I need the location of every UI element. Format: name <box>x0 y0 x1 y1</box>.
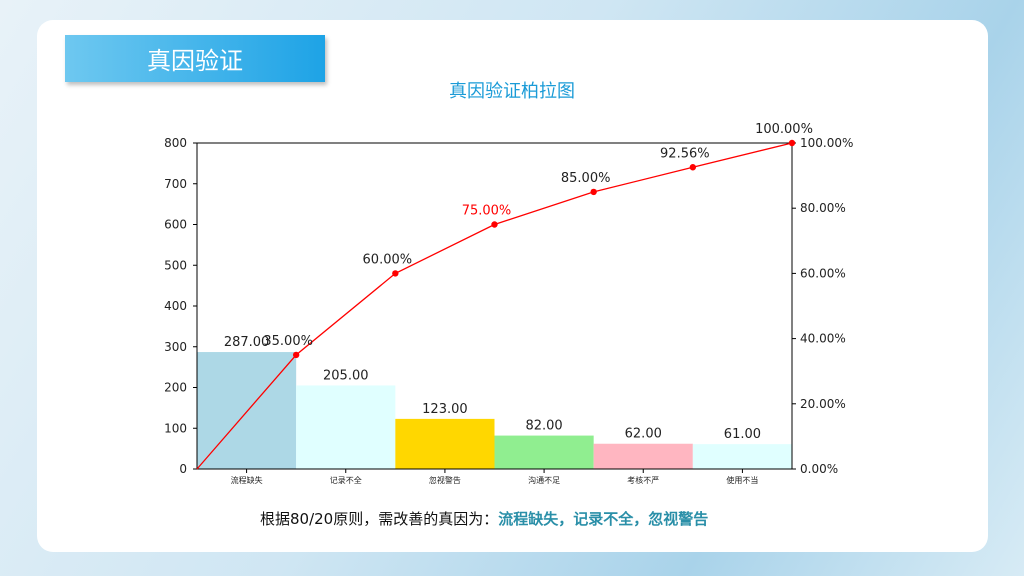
y-tick-label: 0 <box>179 462 187 476</box>
cumulative-point <box>788 139 796 147</box>
bar-value-label: 61.00 <box>724 427 761 442</box>
cumulative-point <box>392 270 399 277</box>
cumulative-point <box>292 351 300 359</box>
cumulative-point <box>491 221 498 228</box>
bar <box>395 418 495 469</box>
bar-value-label: 287.00 <box>224 335 270 350</box>
x-tick-label: 使用不当 <box>726 475 758 485</box>
x-tick-label: 记录不全 <box>330 475 362 485</box>
y-tick-label: 400 <box>164 299 187 313</box>
bar <box>296 385 396 469</box>
y-tick-label: 100 <box>164 421 187 435</box>
section-title: 真因验证 <box>147 47 243 75</box>
x-tick-label: 沟通不足 <box>528 475 560 485</box>
x-tick-label: 忽视警告 <box>429 475 461 485</box>
chart-title: 真因验证柏拉图 <box>449 81 575 102</box>
bar-value-label: 82.00 <box>525 419 562 434</box>
bar-value-label: 205.00 <box>323 368 369 383</box>
bar-value-label: 123.00 <box>422 402 468 417</box>
bar <box>692 444 792 469</box>
cumulative-label: 92.56% <box>660 146 710 161</box>
cumulative-label: 75.00% <box>462 204 512 219</box>
y2-tick-label: 20.00% <box>800 397 846 411</box>
y-tick-label: 600 <box>164 218 187 232</box>
y-tick-label: 800 <box>164 136 187 150</box>
cumulative-label: 35.00% <box>263 334 313 349</box>
bar <box>593 443 693 469</box>
x-tick-label: 流程缺失 <box>231 475 263 485</box>
cumulative-label: 100.00% <box>755 122 813 137</box>
cumulative-label: 60.00% <box>363 252 413 267</box>
cumulative-point <box>689 164 697 171</box>
y2-tick-label: 0.00% <box>800 462 838 476</box>
bar-value-label: 62.00 <box>625 427 662 442</box>
y2-tick-label: 100.00% <box>800 136 853 150</box>
conclusion-prefix: 根据80/20原则，需改善的真因为： <box>260 510 499 528</box>
cumulative-label: 85.00% <box>561 171 611 186</box>
y-tick-label: 200 <box>164 381 187 395</box>
conclusion-highlight: 流程缺失，记录不全，忽视警告 <box>498 510 709 528</box>
y2-tick-label: 60.00% <box>800 266 846 280</box>
conclusion-text: 根据80/20原则，需改善的真因为：流程缺失，记录不全，忽视警告 <box>260 508 708 529</box>
y-tick-label: 700 <box>164 177 187 191</box>
section-title-banner: 真因验证 <box>65 35 325 82</box>
cumulative-point <box>590 188 597 196</box>
y2-tick-label: 80.00% <box>800 201 846 215</box>
x-tick-label: 考核不严 <box>627 475 659 485</box>
y-tick-label: 300 <box>164 340 187 354</box>
y-tick-label: 500 <box>164 258 187 272</box>
y2-tick-label: 40.00% <box>800 332 846 346</box>
bar <box>494 435 594 469</box>
